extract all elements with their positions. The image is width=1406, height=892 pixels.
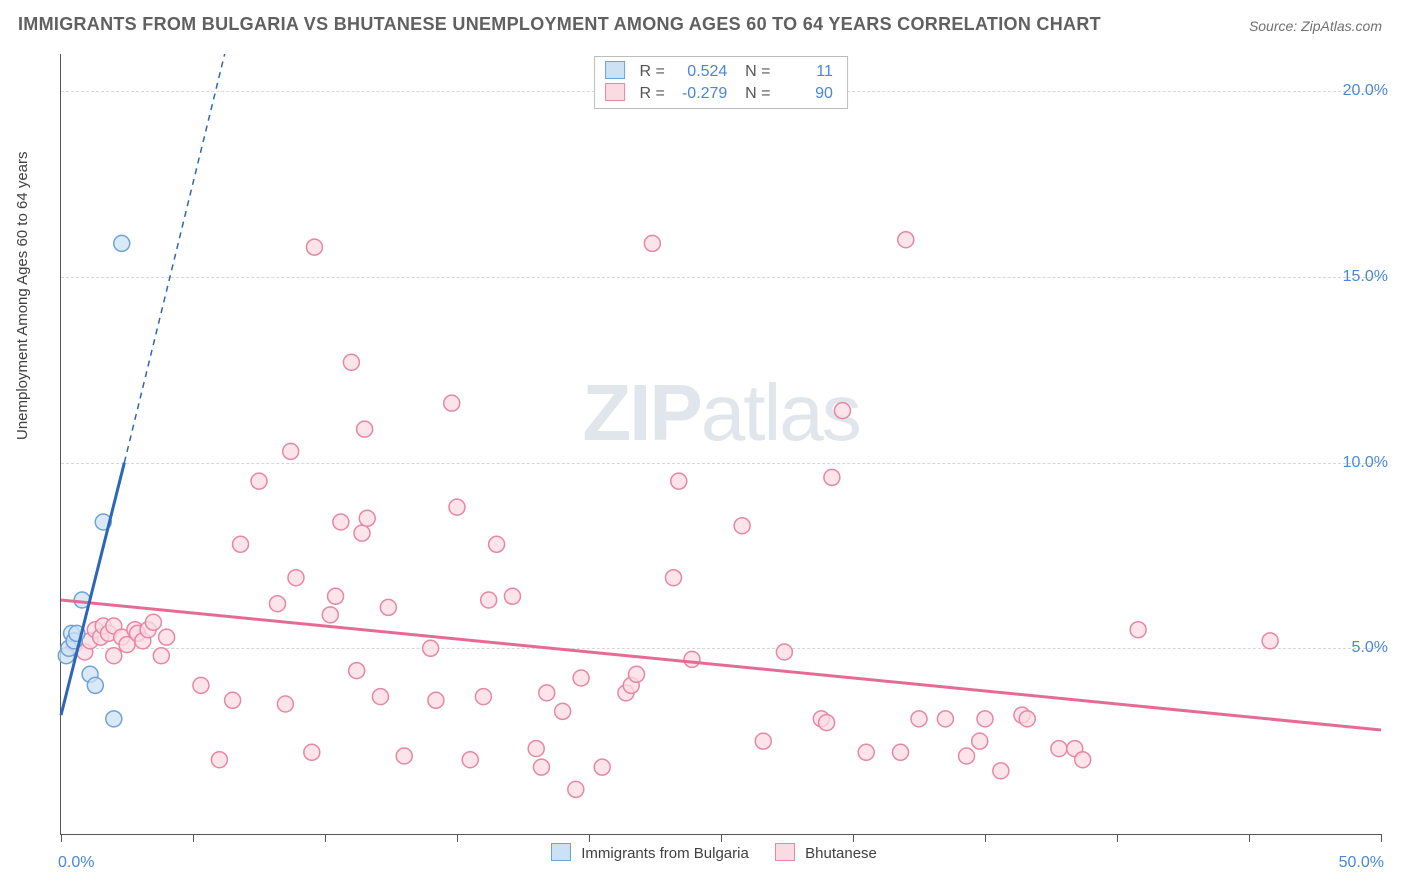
n-label: N = (745, 85, 770, 102)
chart-title: IMMIGRANTS FROM BULGARIA VS BHUTANESE UN… (18, 14, 1101, 35)
legend-label-bhutanese: Bhutanese (805, 845, 877, 862)
y-tick-label: 5.0% (1352, 639, 1388, 657)
swatch-bhutanese-icon (605, 83, 625, 101)
legend-label-bulgaria: Immigrants from Bulgaria (581, 845, 749, 862)
source-attribution: Source: ZipAtlas.com (1249, 18, 1382, 34)
legend-bottom: Immigrants from Bulgaria Bhutanese (0, 843, 1406, 862)
y-tick-label: 20.0% (1343, 82, 1388, 100)
n-value-bhutanese: 90 (775, 83, 833, 105)
swatch-bulgaria-icon (605, 61, 625, 79)
r-value-bhutanese: -0.279 (669, 83, 727, 105)
stats-row-bhutanese: R = -0.279 N = 90 (605, 83, 833, 105)
plot-area: ZIPatlas R = 0.524 N = 11 R = -0.279 N =… (60, 54, 1381, 835)
n-value-bulgaria: 11 (775, 61, 833, 83)
stats-legend-box: R = 0.524 N = 11 R = -0.279 N = 90 (594, 56, 848, 109)
stats-row-bulgaria: R = 0.524 N = 11 (605, 61, 833, 83)
legend-swatch-bulgaria-icon (551, 843, 571, 861)
r-label: R = (640, 85, 665, 102)
r-value-bulgaria: 0.524 (669, 61, 727, 83)
y-tick-label: 15.0% (1343, 268, 1388, 286)
n-label: N = (745, 63, 770, 80)
r-label: R = (640, 63, 665, 80)
y-axis-label: Unemployment Among Ages 60 to 64 years (14, 151, 31, 440)
scatter-svg (61, 54, 1381, 834)
y-tick-label: 10.0% (1343, 454, 1388, 472)
legend-swatch-bhutanese-icon (775, 843, 795, 861)
